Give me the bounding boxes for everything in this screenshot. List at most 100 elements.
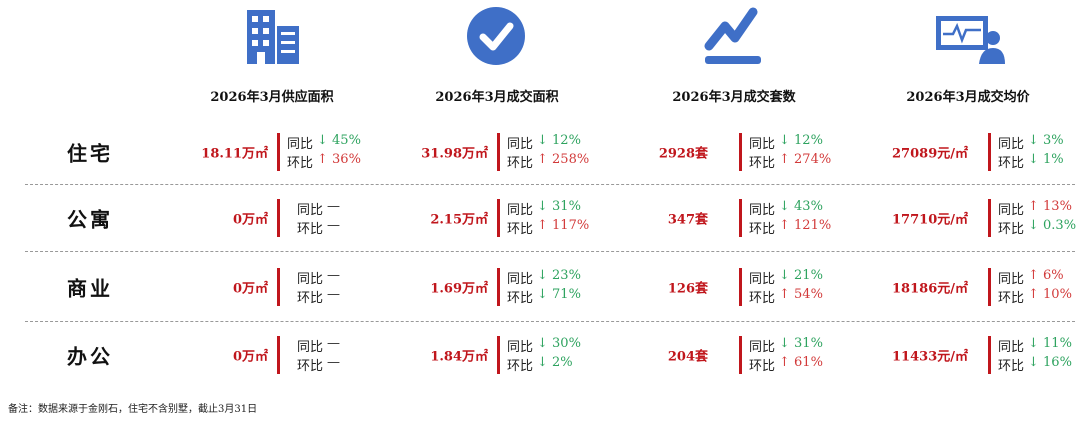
cell-value: 11433元/㎡ <box>892 349 968 365</box>
change-value: — <box>327 336 340 351</box>
change-label: 环比 <box>998 359 1025 374</box>
change-label: 环比 <box>297 359 324 374</box>
row-label: 商业 <box>67 276 113 301</box>
row-label: 公寓 <box>67 207 113 232</box>
change-label: 同比 <box>749 272 776 287</box>
change-label: 环比 <box>998 222 1025 237</box>
change-label: 同比 <box>297 272 324 287</box>
presenter-icon <box>936 16 1005 64</box>
cell-divider <box>277 133 280 171</box>
column-header: 2026年3月成交套数 <box>672 90 796 105</box>
change-value: — <box>327 355 340 370</box>
cell-divider <box>739 199 742 237</box>
cell-value: 2.15万㎡ <box>430 212 488 228</box>
cell-divider <box>497 268 500 306</box>
cell-divider <box>277 268 280 306</box>
change-label: 同比 <box>287 137 314 152</box>
change-value: ↓ 12% <box>779 133 823 148</box>
cell-divider <box>739 268 742 306</box>
footnote: 备注：数据来源于金刚石，住宅不含别墅，截止3月31日 <box>8 404 258 415</box>
change-value: ↓ 45% <box>317 133 361 148</box>
cell-value: 18.11万㎡ <box>201 146 268 162</box>
change-value: ↑ 10% <box>1028 287 1072 302</box>
change-value: ↓ 2% <box>537 355 573 370</box>
row-label: 住宅 <box>67 141 113 166</box>
change-label: 环比 <box>507 291 534 306</box>
change-value: — <box>327 218 340 233</box>
change-value: ↓ 16% <box>1028 355 1072 370</box>
cell-value: 347套 <box>667 212 708 228</box>
change-label: 同比 <box>749 340 776 355</box>
change-value: ↓ 43% <box>779 199 823 214</box>
change-value: ↑ 121% <box>779 218 832 233</box>
change-value: ↓ 1% <box>1028 152 1064 167</box>
cell-value: 126套 <box>667 281 708 297</box>
change-value: ↑ 13% <box>1028 199 1072 214</box>
change-value: ↑ 274% <box>779 152 832 167</box>
change-label: 环比 <box>998 156 1025 171</box>
change-label: 同比 <box>507 137 534 152</box>
check-icon <box>467 7 525 65</box>
change-value: ↓ 23% <box>537 268 581 283</box>
change-label: 同比 <box>998 203 1025 218</box>
cell-divider <box>277 336 280 374</box>
change-value: ↑ 36% <box>317 152 361 167</box>
row-label: 办公 <box>67 344 113 369</box>
change-value: ↓ 0.3% <box>1028 218 1077 233</box>
change-value: ↓ 30% <box>537 336 581 351</box>
cell-value: 2928套 <box>658 146 708 162</box>
row-separator <box>25 321 1075 322</box>
change-label: 环比 <box>998 291 1025 306</box>
column-header: 2026年3月成交面积 <box>435 90 559 105</box>
cell-divider <box>277 199 280 237</box>
cell-divider <box>988 336 991 374</box>
cell-divider <box>739 133 742 171</box>
cell-value: 31.98万㎡ <box>421 146 488 162</box>
change-value: ↓ 31% <box>779 336 823 351</box>
column-header: 2026年3月成交均价 <box>906 90 1030 105</box>
change-label: 环比 <box>297 291 324 306</box>
cell-value: 1.69万㎡ <box>430 281 488 297</box>
row-separator <box>25 251 1075 252</box>
change-label: 同比 <box>507 203 534 218</box>
change-label: 环比 <box>749 359 776 374</box>
change-label: 环比 <box>749 291 776 306</box>
cell-value: 18186元/㎡ <box>892 281 968 297</box>
change-label: 环比 <box>287 156 314 171</box>
change-value: ↑ 258% <box>537 152 590 167</box>
row-separator <box>25 184 1075 185</box>
change-label: 同比 <box>297 340 324 355</box>
change-value: — <box>327 268 340 283</box>
change-value: ↑ 6% <box>1028 268 1064 283</box>
change-value: ↓ 71% <box>537 287 581 302</box>
change-value: ↓ 21% <box>779 268 823 283</box>
change-label: 同比 <box>998 137 1025 152</box>
cell-value: 27089元/㎡ <box>892 146 968 162</box>
change-label: 同比 <box>749 137 776 152</box>
cell-value: 204套 <box>667 349 708 365</box>
column-header: 2026年3月供应面积 <box>210 90 334 105</box>
cell-value: 0万㎡ <box>232 349 268 365</box>
change-value: ↓ 12% <box>537 133 581 148</box>
change-value: ↑ 54% <box>779 287 823 302</box>
building-icon <box>247 10 299 64</box>
cell-value: 0万㎡ <box>232 281 268 297</box>
trend-icon <box>704 7 761 64</box>
change-value: — <box>327 199 340 214</box>
change-label: 同比 <box>998 340 1025 355</box>
change-label: 同比 <box>297 203 324 218</box>
change-label: 环比 <box>297 222 324 237</box>
change-label: 环比 <box>749 222 776 237</box>
cell-divider <box>988 199 991 237</box>
cell-divider <box>497 199 500 237</box>
change-label: 环比 <box>507 156 534 171</box>
cell-divider <box>497 336 500 374</box>
change-label: 同比 <box>998 272 1025 287</box>
change-label: 同比 <box>507 340 534 355</box>
change-value: ↑ 117% <box>537 218 590 233</box>
change-value: ↓ 11% <box>1028 336 1072 351</box>
change-value: ↓ 3% <box>1028 133 1064 148</box>
cell-value: 1.84万㎡ <box>430 349 488 365</box>
cell-divider <box>988 268 991 306</box>
